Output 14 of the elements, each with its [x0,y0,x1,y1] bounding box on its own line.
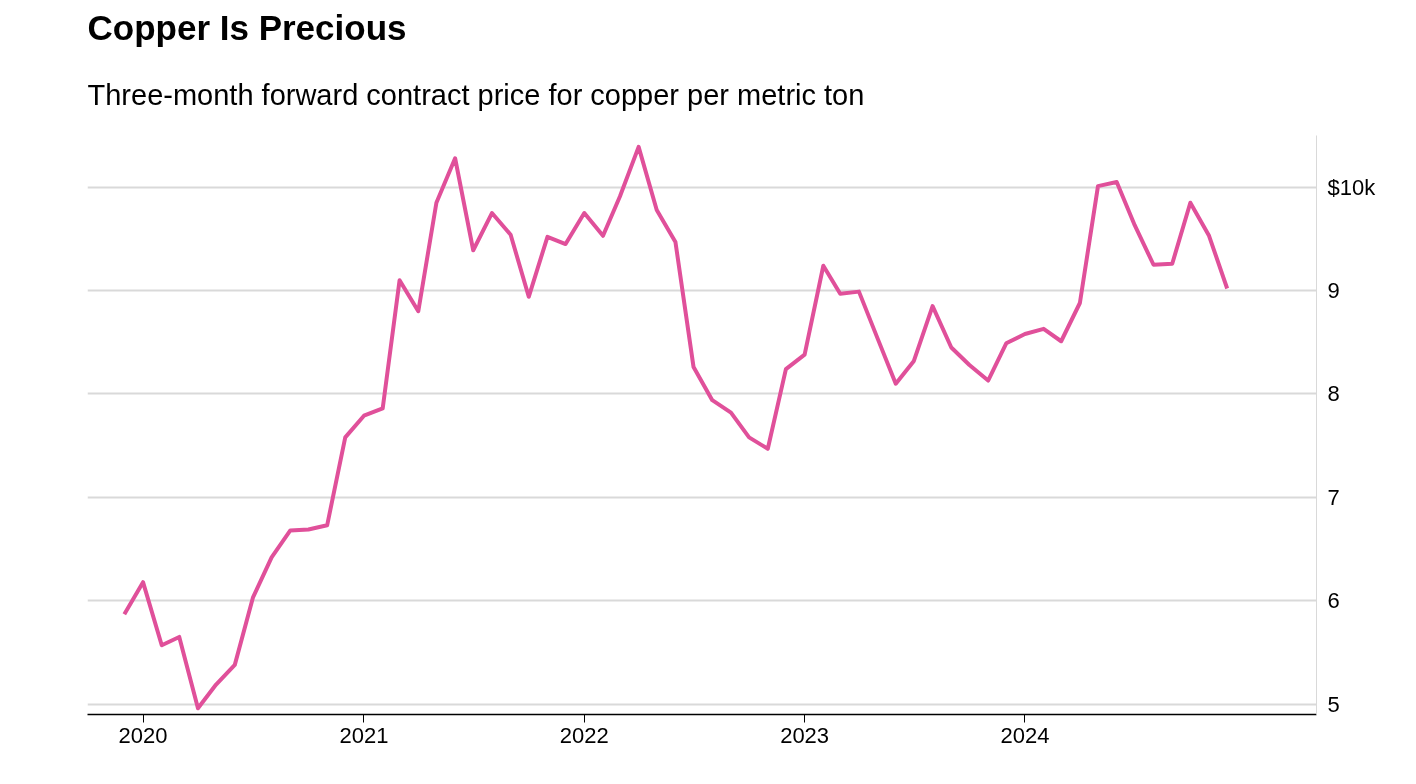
x-tick-label: 2023 [780,722,830,748]
line-series [122,144,1230,711]
y-tick-label: 8 [1327,381,1340,407]
y-tick-label: 6 [1327,588,1340,614]
x-tick-label: 2024 [1000,722,1050,748]
chart-title: Copper Is Precious [87,7,407,47]
y-tick-label: 9 [1327,278,1340,304]
y-tick-label: $10k [1327,174,1377,200]
y-tick-label: 7 [1327,484,1340,510]
x-tick-label: 2021 [339,722,389,748]
y-tick-label: 5 [1327,691,1340,717]
x-tick-label: 2022 [559,722,609,748]
chart-subtitle: Three-month forward contract price for copper per metric ton [87,78,865,111]
x-tick-label: 2020 [118,722,168,748]
